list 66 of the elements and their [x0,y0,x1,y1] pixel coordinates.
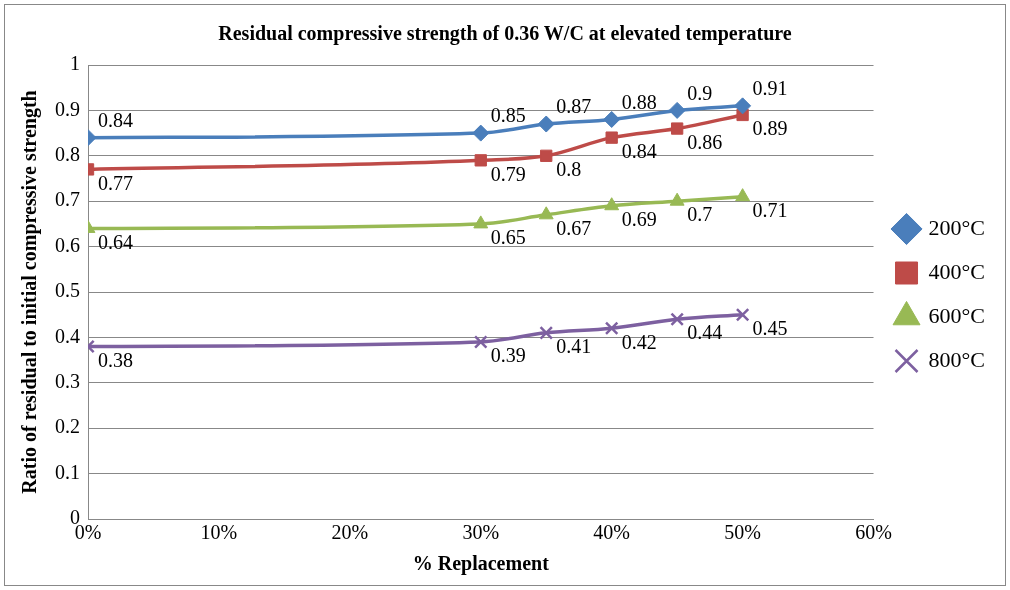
legend-label: 400°C [928,258,986,284]
point [735,188,751,202]
legend-label: 800°C [928,346,986,372]
y-tick-label: 0.3 [55,370,80,393]
data-label: 0.9 [687,81,713,104]
y-tick-label: 0.7 [55,188,80,211]
point [603,110,621,128]
y-tick-label: 0.6 [55,233,80,256]
point [540,149,553,162]
y-axis-title: Ratio of residual to initial compressive strength [18,90,42,494]
point [539,325,554,340]
y-tick-label: 0.5 [55,279,80,302]
point [473,335,488,349]
x-tick-label: 10% [200,521,238,544]
data-label: 0.44 [687,321,723,344]
data-label: 0.39 [490,344,526,367]
point [670,122,684,135]
point [473,215,489,229]
x-tick-label: 50% [724,521,761,544]
data-label: 0.84 [98,108,133,131]
data-label: 0.42 [621,330,657,353]
data-label: 0.84 [621,139,657,162]
point [735,307,750,322]
y-tick-label: 0.4 [55,324,80,347]
legend-label: 600°C [928,302,986,328]
data-label: 0.85 [490,104,526,127]
y-tick-label: 0.2 [55,415,80,438]
data-label: 0.69 [621,207,657,230]
point [537,115,555,133]
point [734,97,752,115]
data-label: 0.64 [98,230,133,253]
point [604,197,620,211]
x-axis-title: % Replacement [412,552,550,576]
data-label: 0.71 [752,198,788,221]
point [474,154,487,167]
y-tick-label: 0.1 [55,460,80,483]
data-label: 0.89 [752,117,788,140]
chart-title: Residual compressive strength of 0.36 W/C at elevated temperature [218,22,792,46]
point [604,321,619,336]
point [472,124,490,142]
x-tick-label: 60% [855,521,892,544]
y-tick-label: 0.8 [55,143,80,166]
data-label: 0.41 [556,335,592,358]
legend-label: 200°C [928,214,986,240]
x-tick-label: 20% [331,521,369,544]
point [538,206,554,220]
data-label: 0.67 [556,217,592,240]
x-tick-label: 40% [593,521,631,544]
data-label: 0.88 [621,90,657,113]
point [668,101,686,119]
y-tick-label: 1 [70,52,80,75]
data-label: 0.91 [752,77,788,100]
data-label: 0.7 [687,203,713,226]
data-label: 0.45 [752,316,788,339]
point [605,131,618,144]
data-label: 0.65 [490,226,526,249]
x-tick-label: 30% [462,521,500,544]
point [669,192,685,206]
data-label: 0.86 [687,130,723,153]
data-label: 0.38 [98,348,133,371]
data-label: 0.87 [556,95,592,118]
y-tick-label: 0.9 [55,97,80,120]
data-label: 0.8 [556,158,582,181]
data-label: 0.79 [490,162,526,185]
point [670,312,685,327]
data-label: 0.77 [98,171,133,194]
